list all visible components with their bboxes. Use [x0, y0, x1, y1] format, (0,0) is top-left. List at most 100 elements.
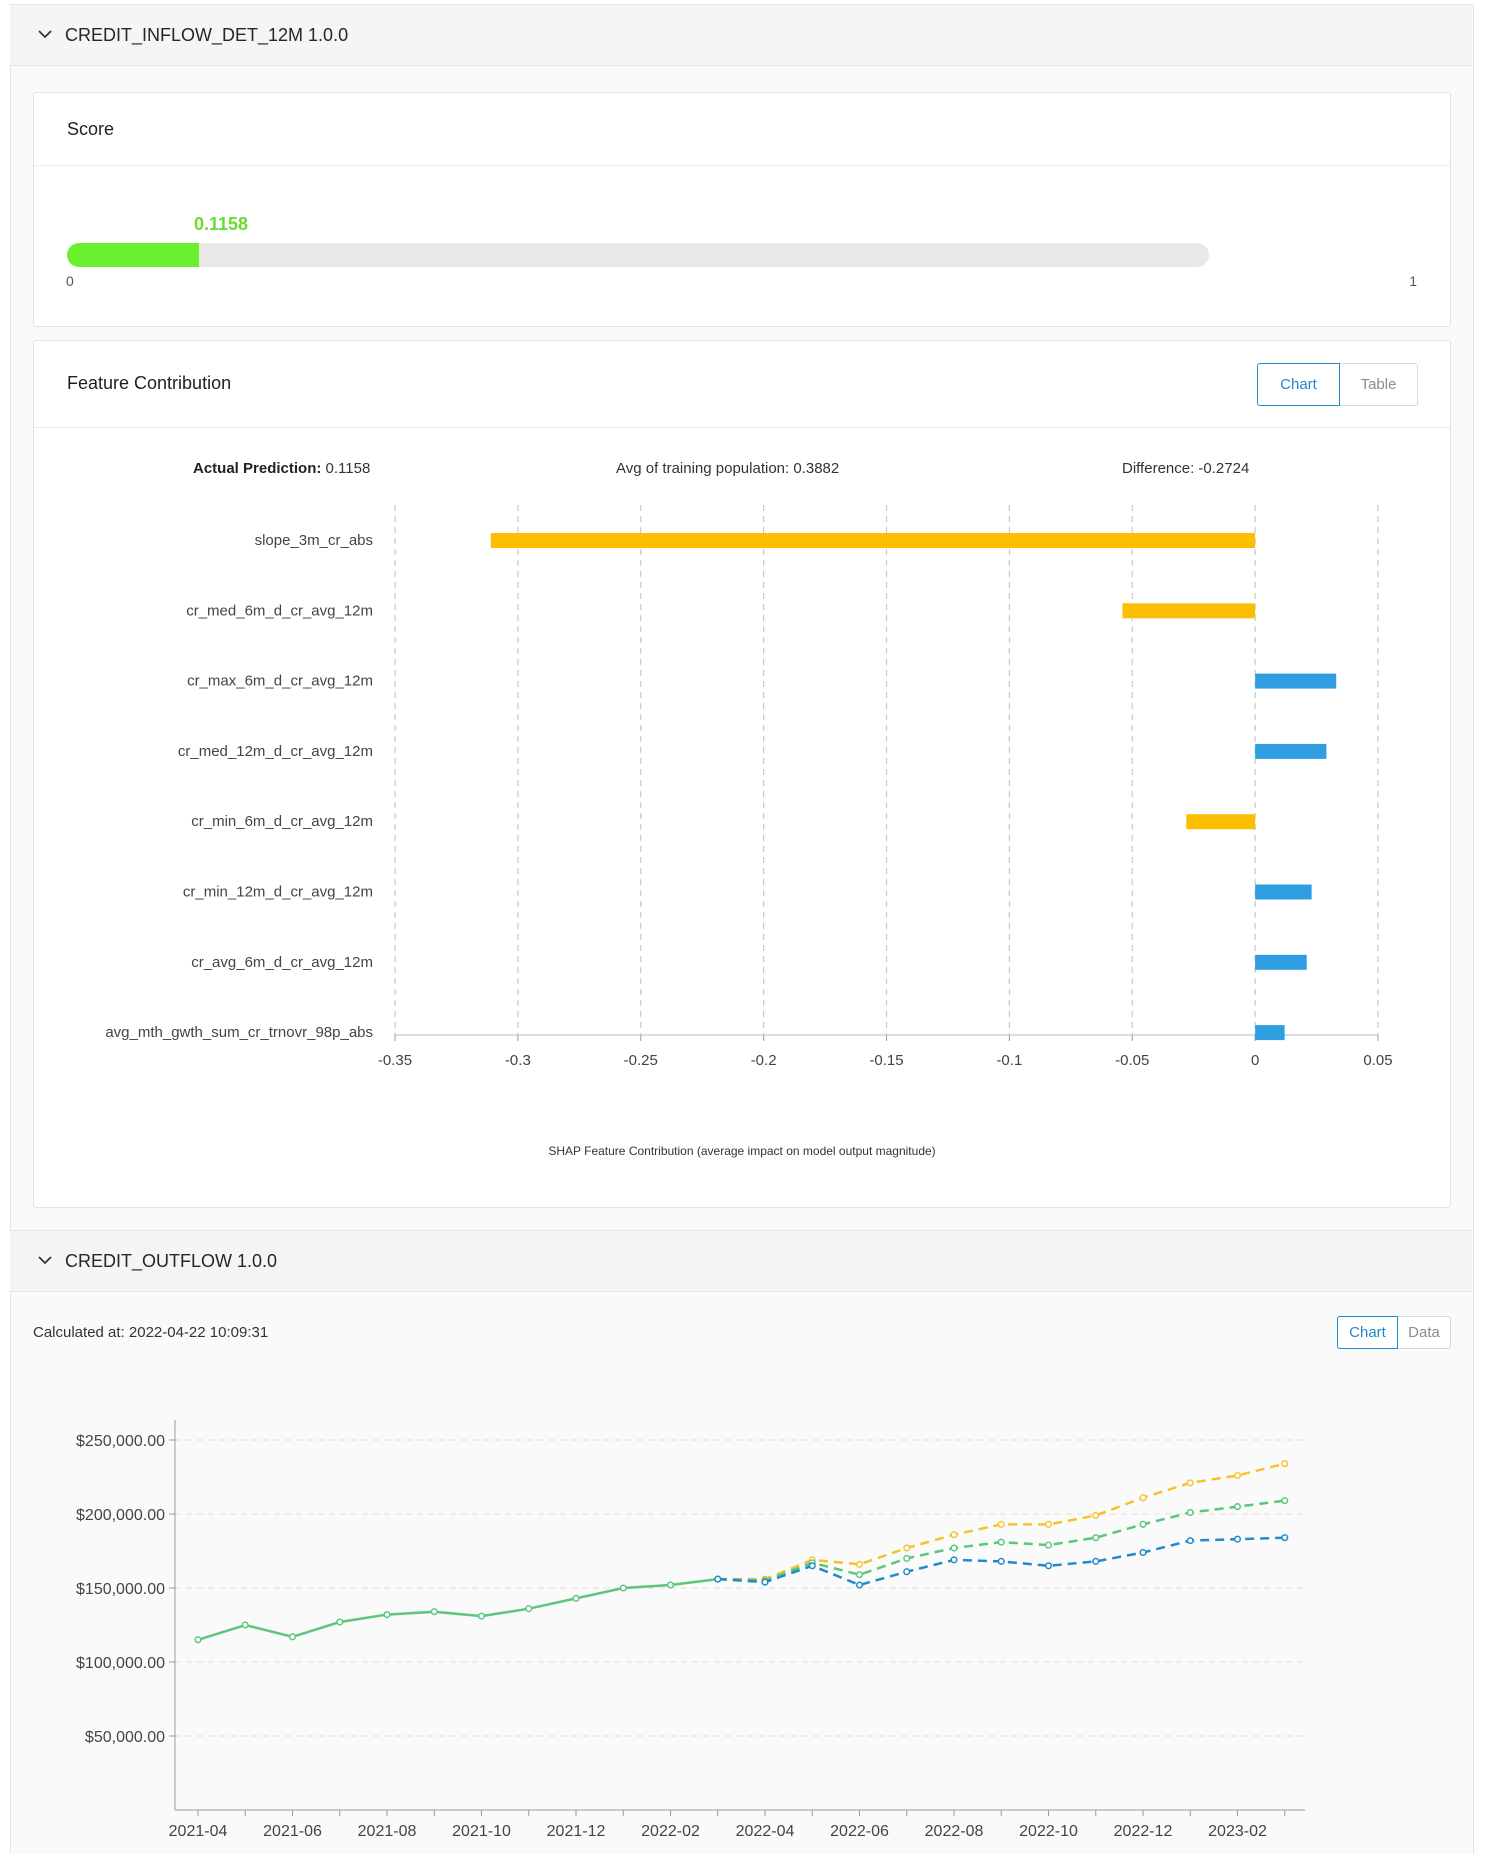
y-tick-label: $150,000.00: [76, 1581, 165, 1598]
data-point: [997, 1538, 1005, 1546]
section-title: CREDIT_OUTFLOW 1.0.0: [65, 1251, 278, 1271]
feature-label: avg_mth_gwth_sum_cr_trnovr_98p_abs: [105, 1024, 373, 1041]
chart-table-toggle: Chart Table: [1257, 363, 1418, 406]
data-point: [619, 1584, 627, 1592]
data-point: [903, 1544, 911, 1552]
card-divider: [34, 165, 1450, 166]
x-tick-label: 2021-10: [452, 1823, 511, 1840]
data-point: [477, 1612, 486, 1620]
y-tick-label: $250,000.00: [76, 1433, 165, 1450]
data-point: [903, 1554, 911, 1562]
feature-label: cr_med_6m_d_cr_avg_12m: [186, 602, 373, 619]
feature-label: cr_min_6m_d_cr_avg_12m: [191, 813, 373, 830]
table-toggle-button[interactable]: Table: [1340, 363, 1418, 406]
shap-bar: [1122, 603, 1256, 619]
data-point: [1233, 1535, 1242, 1543]
data-point: [761, 1578, 769, 1586]
difference: Difference: -0.2724: [1122, 460, 1250, 477]
x-tick-label: 2022-12: [1114, 1823, 1173, 1840]
y-tick-label: $200,000.00: [76, 1507, 165, 1524]
data-point: [714, 1575, 722, 1583]
x-tick-label: -0.2: [751, 1052, 777, 1069]
section-title: CREDIT_INFLOW_DET_12M 1.0.0: [65, 25, 349, 45]
score-max-label: 1: [1409, 273, 1417, 289]
data-point: [1044, 1562, 1053, 1570]
feature-contribution-title: Feature Contribution: [67, 373, 232, 393]
chart-toggle-button[interactable]: Chart: [1337, 1316, 1398, 1349]
data-point: [997, 1557, 1005, 1565]
score-progress-track: [67, 243, 1209, 267]
x-tick-label: -0.25: [624, 1052, 658, 1069]
x-tick-label: 0: [1251, 1052, 1259, 1069]
x-tick-label: -0.3: [505, 1052, 531, 1069]
data-point: [241, 1621, 249, 1629]
card-divider: [34, 427, 1450, 428]
shap-bar-chart: -0.35 -0.3 -0.25 -0.2 -0.15 -0.1 -0.05 0 0.05 slo…: [105, 505, 1393, 1158]
data-point: [383, 1611, 391, 1619]
series-line: [197, 1577, 718, 1641]
x-tick-label: -0.1: [996, 1052, 1022, 1069]
data-point: [1281, 1460, 1289, 1468]
data-point: [1092, 1511, 1100, 1520]
data-point: [855, 1581, 864, 1589]
shap-bar: [1255, 743, 1327, 759]
x-tick-label: 2021-12: [547, 1823, 606, 1840]
data-point: [1186, 1508, 1194, 1517]
chart-toggle-button[interactable]: Chart: [1257, 363, 1340, 406]
data-point: [1186, 1537, 1194, 1545]
data-point: [1233, 1471, 1242, 1480]
score-title: Score: [67, 119, 115, 139]
shap-bar: [1255, 673, 1337, 689]
outflow-line-chart: $50,000.00 $100,000.00 $150,000.00 $200,000…: [76, 1420, 1305, 1840]
chart-data-toggle: Chart Data: [1337, 1316, 1451, 1349]
x-tick-label: 2022-08: [925, 1823, 984, 1840]
feature-label: cr_avg_6m_d_cr_avg_12m: [191, 954, 373, 971]
x-tick-label: 2022-04: [736, 1823, 795, 1840]
actual-prediction-value: 0.1158: [325, 460, 371, 477]
section-header-credit-outflow[interactable]: CREDIT_OUTFLOW 1.0.0: [10, 1230, 1472, 1292]
shap-bar: [1255, 954, 1307, 970]
score-progress-fill: [67, 243, 200, 267]
data-point: [1092, 1534, 1100, 1542]
x-tick-label: 2022-10: [1019, 1823, 1078, 1840]
data-point: [194, 1636, 202, 1644]
data-point: [1092, 1557, 1100, 1565]
data-point: [572, 1594, 580, 1602]
data-point: [855, 1571, 864, 1579]
data-point: [430, 1608, 438, 1616]
actual-prediction: Actual Prediction: 0.1158: [193, 460, 370, 477]
y-tick-label: $50,000.00: [85, 1729, 165, 1746]
shap-bar: [1255, 1025, 1285, 1041]
feature-label: cr_max_6m_d_cr_avg_12m: [187, 673, 373, 690]
data-point: [1233, 1503, 1242, 1511]
data-point: [808, 1562, 816, 1570]
data-point: [1139, 1494, 1147, 1502]
shap-bar: [490, 533, 1256, 548]
chevron-down-icon[interactable]: [34, 23, 56, 45]
x-tick-label: 2021-04: [169, 1823, 228, 1840]
actual-prediction-label: Actual Prediction:: [193, 460, 322, 477]
x-tick-label: 2023-02: [1208, 1823, 1267, 1840]
x-tick-label: -0.35: [378, 1052, 412, 1069]
feature-label: cr_min_12m_d_cr_avg_12m: [183, 884, 373, 901]
data-point: [1281, 1534, 1289, 1542]
data-point: [1044, 1520, 1053, 1528]
y-tick-label: $100,000.00: [76, 1655, 165, 1672]
chevron-down-icon[interactable]: [34, 1249, 56, 1271]
data-point: [997, 1520, 1005, 1528]
shap-bar: [1255, 884, 1312, 900]
score-min-label: 0: [66, 273, 74, 289]
data-point: [288, 1633, 297, 1641]
data-point: [525, 1605, 533, 1613]
data-point: [1139, 1520, 1147, 1528]
x-tick-label: -0.05: [1115, 1052, 1149, 1069]
x-axis-title: SHAP Feature Contribution (average impac…: [548, 1144, 935, 1158]
section-header-credit-inflow[interactable]: CREDIT_INFLOW_DET_12M 1.0.0: [10, 4, 1472, 66]
shap-bar: [1186, 814, 1256, 830]
data-point: [855, 1560, 864, 1568]
calculated-at: Calculated at: 2022-04-22 10:09:31: [33, 1324, 269, 1341]
data-point: [1281, 1497, 1289, 1505]
x-tick-label: 2022-02: [641, 1823, 700, 1840]
data-point: [950, 1556, 958, 1564]
data-toggle-button[interactable]: Data: [1398, 1316, 1451, 1349]
